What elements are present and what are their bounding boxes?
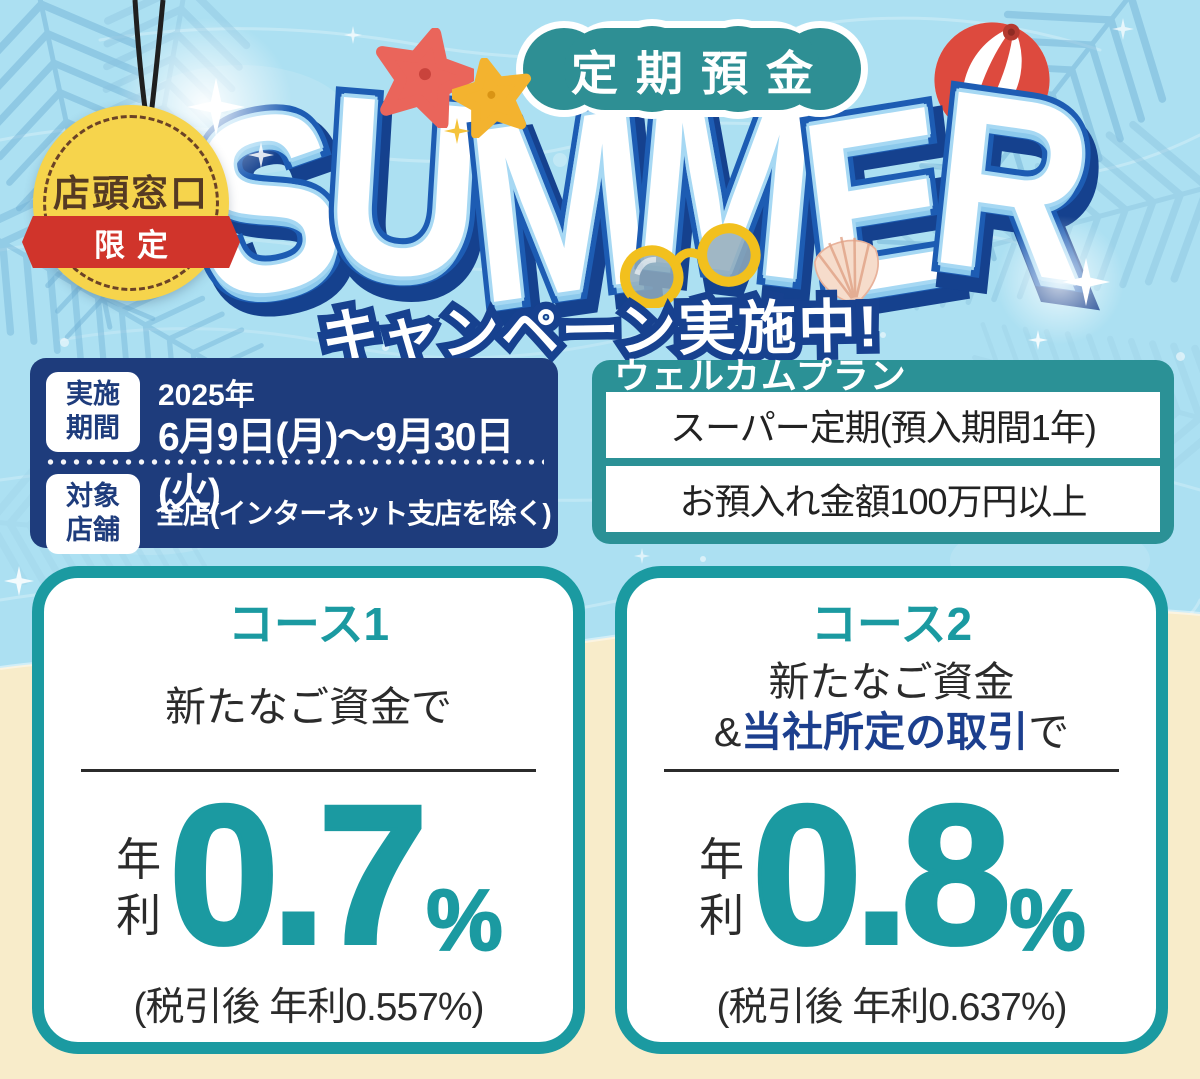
stores-badge: 対象 店舗 [46, 474, 140, 554]
course2-rate: 年利 0.8 % [627, 763, 1156, 985]
bubble-dot [60, 338, 69, 347]
time-deposit-badge-label: 定期預金 [571, 46, 831, 100]
welcome-plan-box: ウェルカムプラン スーパー定期(預入期間1年) お預入れ金額100万円以上 [592, 355, 1174, 544]
plan-amount-row: お預入れ金額100万円以上 [606, 466, 1160, 532]
divider [81, 768, 536, 772]
period-dates: 6月9日(月)〜9月30日(火) [158, 416, 514, 515]
rate-unit: % [425, 872, 503, 970]
rate-value: 0.7 [167, 763, 430, 985]
period-year: 2025年 [158, 379, 255, 412]
rate-value: 0.8 [750, 763, 1013, 985]
stores-value: 全店(インターネット支店を除く) [156, 498, 552, 529]
condition-line: 新たなご資金 [768, 658, 1015, 705]
plan-product-row: スーパー定期(預入期間1年) [606, 392, 1160, 458]
store-counter-tag: 店頭窓口 限定 [18, 0, 258, 320]
course1-after-tax: (税引後 年利0.557%) [133, 985, 484, 1029]
course2-condition: 新たなご資金 &当社所定の取引で [627, 651, 1156, 763]
rate-label: 年利 [116, 833, 162, 942]
limited-ribbon: 限定 [22, 216, 240, 268]
bubble-dot [700, 556, 706, 562]
period-badge: 実施 期間 [46, 372, 140, 452]
course1-card: コース1 新たなご資金で 年利 0.7 % (税引後 年利0.557%) [32, 566, 585, 1054]
time-deposit-badge: 定期預金 [510, 16, 874, 122]
course1-title: コース1 [227, 598, 390, 650]
divider [664, 768, 1119, 772]
course2-card: コース2 新たなご資金 &当社所定の取引で 年利 0.8 % (税引後 年利0.… [615, 566, 1168, 1054]
course1-rate: 年利 0.7 % [44, 763, 573, 985]
course2-title: コース2 [810, 598, 973, 650]
condition-line: &当社所定の取引で [713, 708, 1070, 755]
course-cards: コース1 新たなご資金で 年利 0.7 % (税引後 年利0.557%) コース… [32, 566, 1168, 1054]
tag-circle: 店頭窓口 [33, 105, 229, 301]
bubble-dot [1176, 352, 1185, 361]
campaign-info-box: 実施 期間 2025年 6月9日(月)〜9月30日(火) 対象 店舗 全店(イン… [30, 358, 558, 554]
course1-condition: 新たなご資金で [44, 651, 573, 763]
condition-line: 新たなご資金で [165, 683, 452, 730]
condition-emphasis: 当社所定の取引 [741, 708, 1029, 755]
limited-ribbon-label: 限定 [94, 227, 180, 263]
tag-label: 店頭窓口 [53, 173, 209, 214]
dotted-divider [44, 458, 544, 466]
rate-label: 年利 [699, 833, 745, 942]
rate-unit: % [1008, 872, 1086, 970]
cloud-badge-shape [516, 19, 868, 119]
plan-title: ウェルカムプラン [614, 355, 907, 396]
course2-after-tax: (税引後 年利0.637%) [716, 985, 1067, 1029]
